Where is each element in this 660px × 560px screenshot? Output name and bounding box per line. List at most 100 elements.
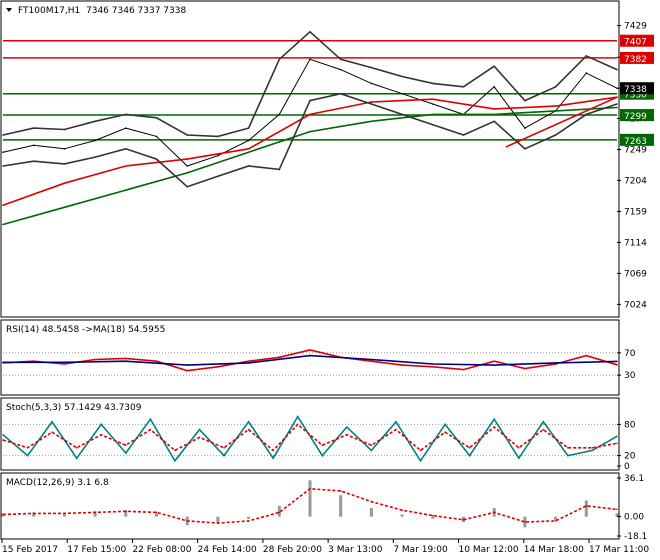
- data-point: [217, 175, 219, 178]
- data-point: [321, 444, 324, 447]
- data-point: [339, 92, 342, 95]
- data-point: [278, 113, 281, 116]
- data-point: [395, 428, 397, 431]
- rsi-pane[interactable]: [0, 319, 620, 396]
- macd-bar: [615, 513, 619, 517]
- data-point: [247, 147, 250, 150]
- data-point: [278, 511, 281, 514]
- data-point: [32, 144, 35, 147]
- x-tick-label: 24 Feb 14:00: [198, 545, 257, 555]
- data-point: [51, 421, 53, 423]
- data-point: [616, 96, 618, 98]
- data-point: [370, 449, 373, 452]
- data-point: [567, 454, 569, 457]
- data-point: [432, 123, 434, 126]
- data-point: [493, 426, 496, 428]
- data-point: [100, 423, 103, 426]
- data-point: [616, 442, 618, 445]
- data-point: [542, 428, 545, 431]
- data-point: [585, 55, 588, 57]
- rsi-plot: [2, 349, 618, 376]
- trendline-line: [506, 96, 618, 148]
- data-point: [591, 449, 594, 452]
- data-point: [370, 82, 373, 85]
- data-point: [149, 418, 152, 421]
- data-point: [524, 147, 526, 150]
- data-point: [125, 444, 127, 447]
- collapse-triangle-icon[interactable]: [6, 8, 12, 12]
- data-point: [174, 449, 176, 452]
- level-label: 7330: [624, 91, 647, 101]
- data-point: [278, 168, 281, 171]
- data-point: [370, 444, 373, 447]
- y-tick-label: 20: [624, 452, 636, 462]
- data-point: [247, 428, 250, 431]
- price-pane[interactable]: [0, 0, 620, 318]
- x-tick-label: 3 Mar 13:00: [328, 545, 383, 555]
- data-point: [493, 511, 496, 514]
- x-tick-label: 10 Mar 12:00: [459, 545, 519, 555]
- data-point: [493, 108, 496, 110]
- data-point: [2, 434, 4, 436]
- data-point: [247, 520, 250, 522]
- data-point: [468, 454, 471, 457]
- data-point: [309, 58, 311, 61]
- data-point: [198, 428, 201, 431]
- data-point: [370, 500, 373, 503]
- y-tick-label: -18.1: [624, 532, 647, 542]
- data-point: [616, 508, 618, 511]
- data-point: [186, 369, 188, 372]
- data-point: [63, 128, 66, 131]
- data-point: [186, 158, 188, 160]
- data-point: [591, 447, 594, 449]
- macd-bar: [62, 514, 66, 517]
- data-point: [247, 165, 250, 167]
- macd-bar: [216, 516, 220, 524]
- data-point: [517, 457, 520, 460]
- y-tick-label: 7069: [624, 269, 647, 279]
- data-point: [186, 364, 188, 366]
- data-point: [125, 147, 127, 150]
- data-point: [247, 139, 250, 142]
- data-point: [616, 364, 618, 366]
- data-point: [51, 431, 53, 434]
- data-point: [174, 460, 176, 462]
- macd-plot: [1, 480, 619, 528]
- data-point: [75, 447, 78, 449]
- data-point: [247, 151, 250, 154]
- macd-bar: [584, 500, 588, 517]
- data-point: [542, 421, 545, 423]
- data-point: [462, 134, 465, 136]
- data-point: [272, 449, 274, 452]
- x-tick-label: 28 Feb 20:00: [263, 545, 322, 555]
- data-point: [339, 58, 342, 61]
- data-point: [63, 206, 66, 209]
- data-point: [125, 510, 127, 513]
- data-point: [309, 488, 311, 490]
- data-point: [524, 127, 526, 129]
- macd-bar: [93, 511, 97, 517]
- level-label-box: [620, 133, 654, 146]
- data-point: [217, 154, 219, 157]
- ohlc-readout: 7346 7346 7337 7338: [86, 6, 186, 16]
- data-point: [346, 426, 348, 428]
- level-label: 7299: [624, 112, 647, 122]
- data-point: [2, 439, 4, 441]
- y-tick-label: 7114: [624, 238, 647, 248]
- data-point: [309, 113, 311, 116]
- data-point: [493, 65, 496, 67]
- data-point: [94, 358, 96, 361]
- data-point: [554, 134, 557, 136]
- data-point: [32, 127, 35, 129]
- data-point: [247, 421, 250, 423]
- data-point: [493, 120, 496, 123]
- stoch-pane[interactable]: [0, 397, 620, 471]
- stoch-k-line: [2, 415, 618, 463]
- level-label: 7263: [624, 137, 647, 147]
- data-point: [63, 163, 66, 165]
- data-point: [616, 360, 618, 363]
- x-tick-label: 14 Mar 18:00: [524, 545, 584, 555]
- data-point: [493, 360, 496, 363]
- macd-bar: [369, 508, 373, 517]
